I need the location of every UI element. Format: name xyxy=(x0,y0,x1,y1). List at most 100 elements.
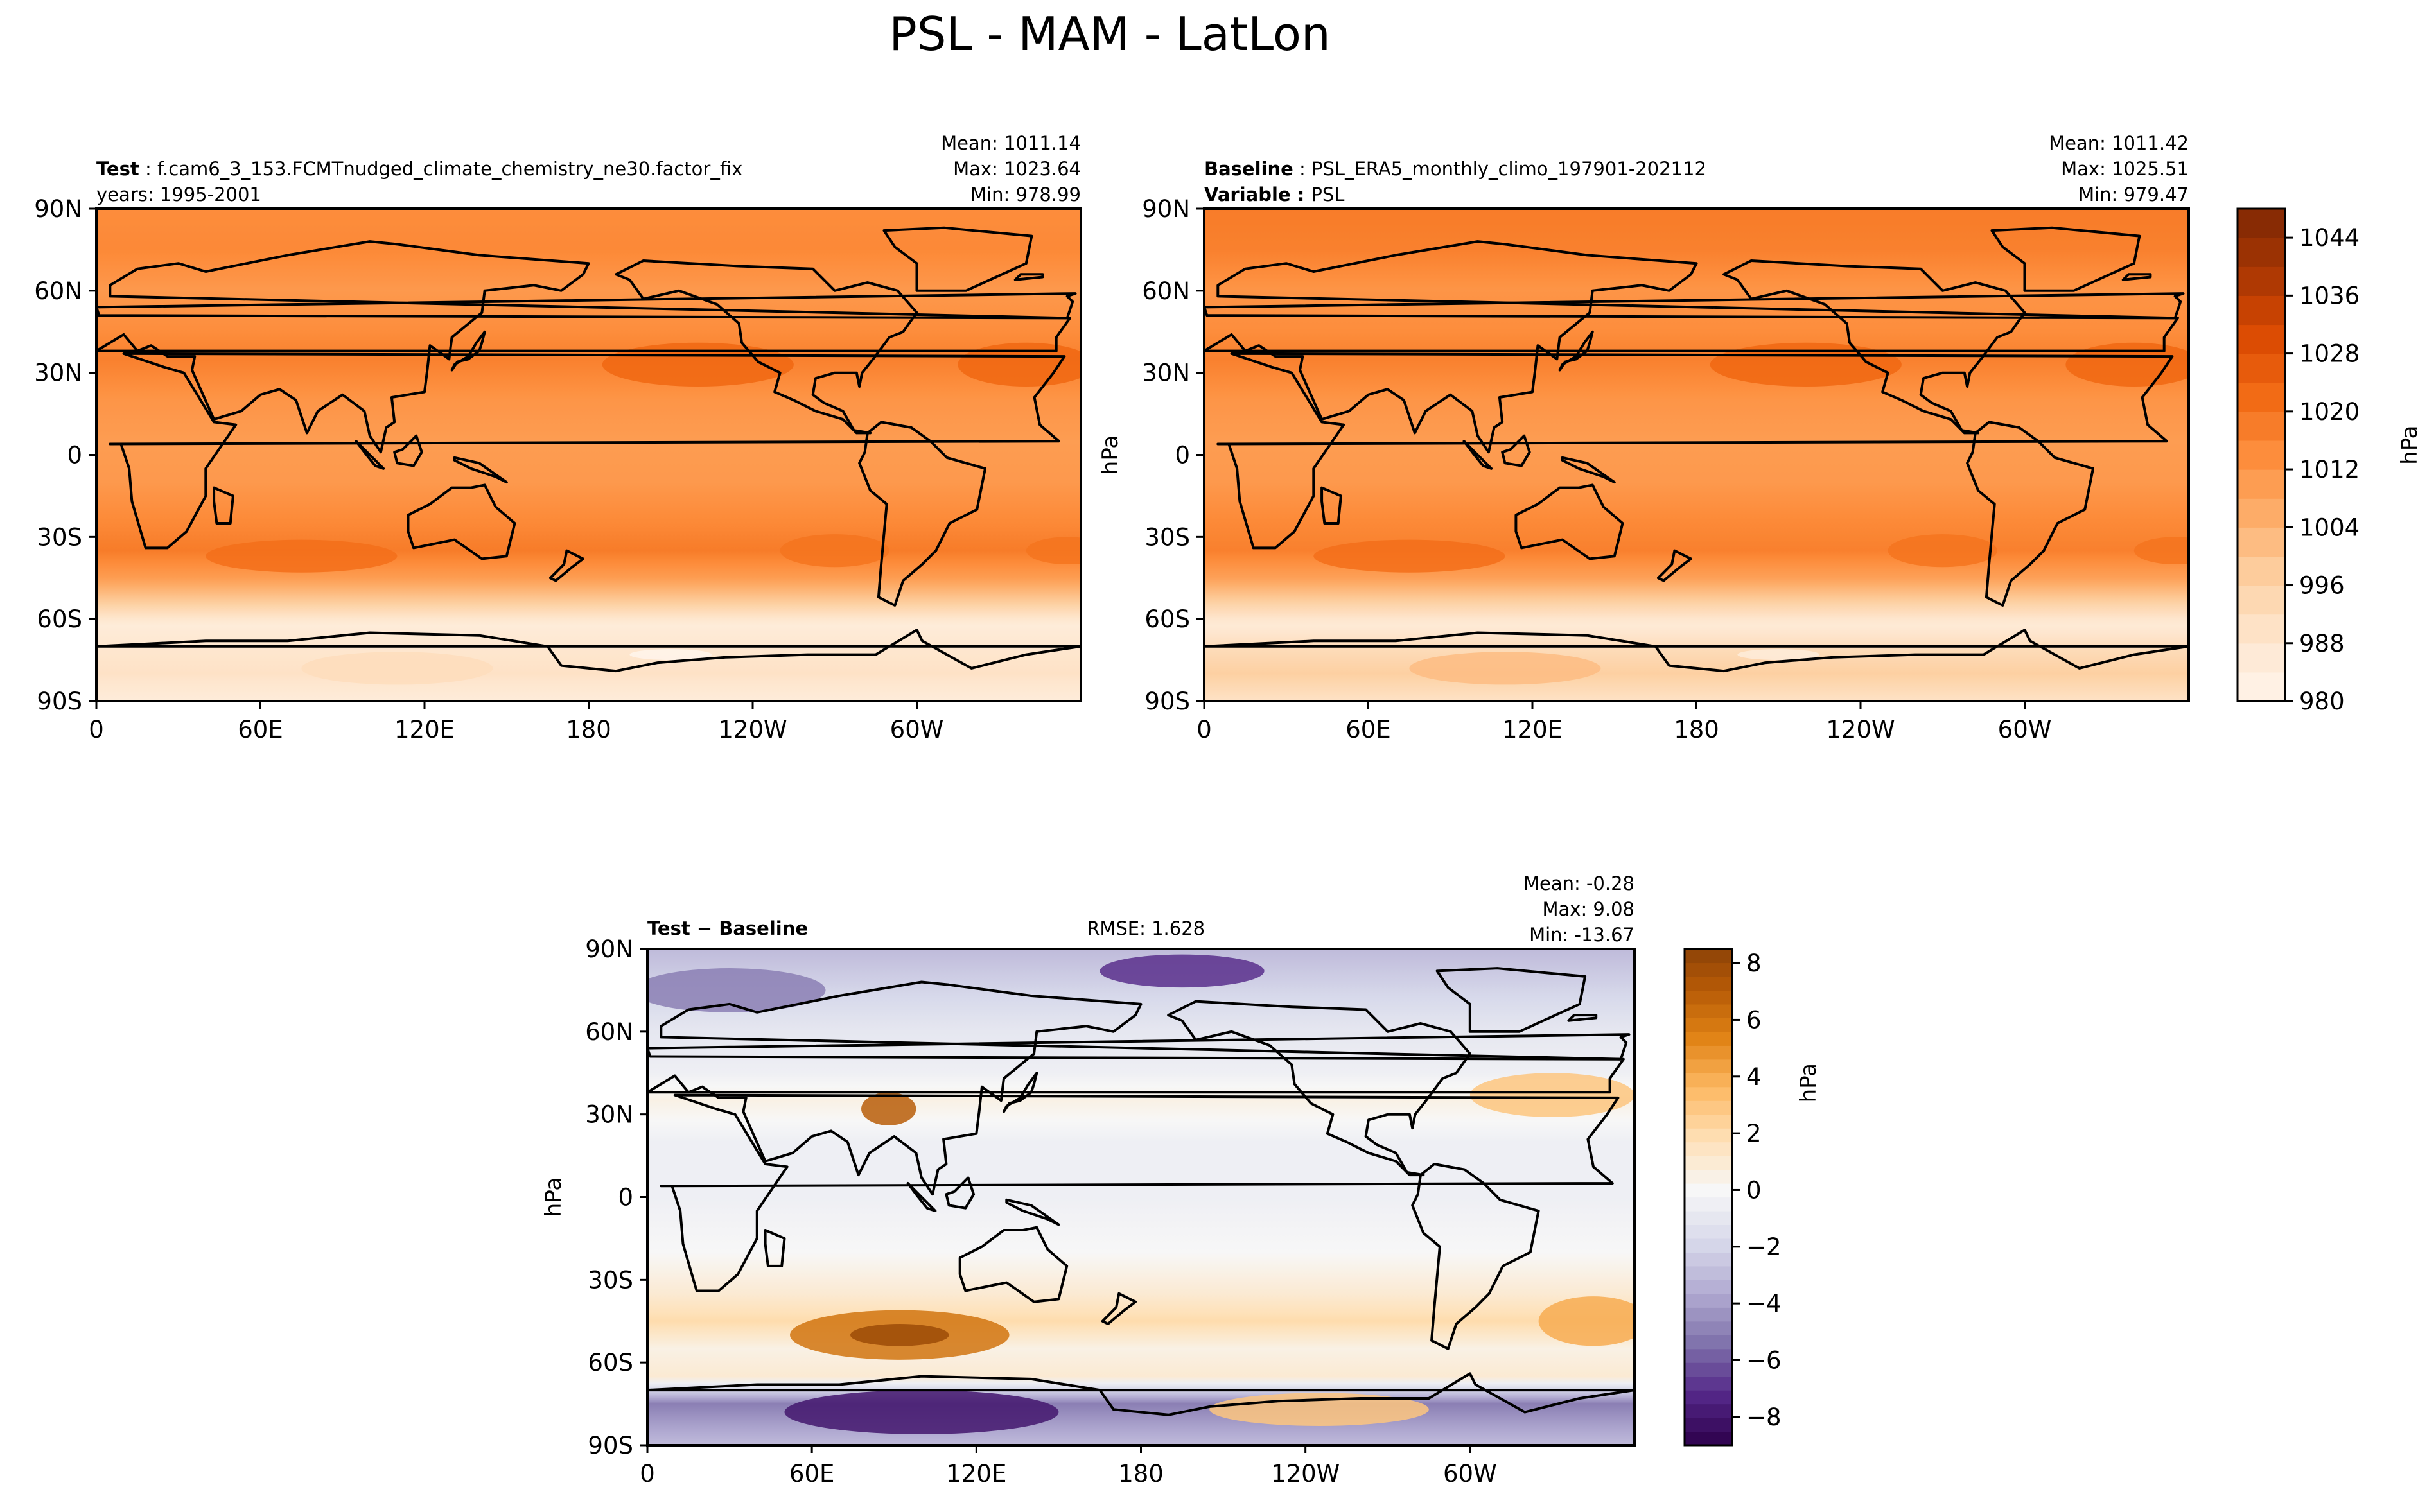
panel-subtitle-bold: Variable : xyxy=(1204,184,1311,205)
y-tick-label: 30N xyxy=(585,1101,633,1129)
coastline xyxy=(1204,629,2189,673)
colorbar-swatch xyxy=(2238,614,2285,644)
colorbar-swatch xyxy=(2238,643,2285,673)
coastline xyxy=(96,292,1077,320)
colorbar-swatch xyxy=(2238,585,2285,615)
coastline xyxy=(450,330,486,372)
y-axis-label: hPa xyxy=(541,1177,566,1217)
coastline xyxy=(764,1229,786,1267)
colorbar-swatch xyxy=(1685,1059,1732,1073)
coastline xyxy=(548,549,584,582)
y-tick-label: 90S xyxy=(37,688,82,715)
colorbar-swatch xyxy=(1685,1403,1732,1418)
colorbar-diff: 8 6 4 2 0 −2 −4 −6 −8 hPa xyxy=(1683,948,1821,1447)
field-feature xyxy=(1469,1073,1634,1117)
panel-title-bold: Test xyxy=(96,158,139,180)
panel-stat: Mean: 1011.14 xyxy=(941,132,1081,154)
x-tick-label: 60W xyxy=(1998,716,2052,743)
colorbar-tick-label: 1044 xyxy=(2299,224,2360,252)
panel-stat: Max: 1023.64 xyxy=(953,158,1081,180)
colorbar-swatch xyxy=(1685,1114,1732,1129)
y-tick-label: 0 xyxy=(618,1184,633,1212)
colorbar-tick-label: 980 xyxy=(2299,688,2345,715)
field-feature xyxy=(1710,342,1902,387)
colorbar-swatch xyxy=(1685,1238,1732,1253)
y-tick-label: 30S xyxy=(588,1266,633,1294)
colorbar-tick-label: −8 xyxy=(1746,1403,1782,1431)
colorbar-tick-label: 1036 xyxy=(2299,282,2360,309)
colorbar-swatch xyxy=(2238,382,2285,412)
y-tick-label: 0 xyxy=(67,442,82,469)
colorbar-swatch xyxy=(1685,1265,1732,1280)
coastline xyxy=(453,456,508,484)
field-feature xyxy=(206,539,398,573)
coastline xyxy=(1204,240,2179,454)
field-feature xyxy=(1313,539,1505,573)
panel-center-text: RMSE: 1.628 xyxy=(1087,917,1205,939)
colorbar-swatch xyxy=(2238,672,2285,702)
coastline xyxy=(1966,421,2094,607)
colorbar-swatch xyxy=(1685,976,1732,991)
colorbar-swatch xyxy=(1685,1197,1732,1212)
coastline xyxy=(1567,1014,1598,1022)
colorbar-swatch xyxy=(1685,1224,1732,1239)
coastline xyxy=(407,483,516,560)
colorbar-swatch xyxy=(1685,1156,1732,1170)
coastline xyxy=(958,1226,1069,1303)
x-tick-label: 180 xyxy=(566,716,611,743)
colorbar-tick-label: 996 xyxy=(2299,572,2345,600)
colorbar-swatch xyxy=(2238,411,2285,441)
x-tick-label: 0 xyxy=(1196,716,1212,743)
x-tick-label: 180 xyxy=(1674,716,1719,743)
coastline xyxy=(647,1033,1631,1061)
x-tick-label: 120E xyxy=(946,1460,1006,1488)
coastline xyxy=(1101,1292,1137,1325)
colorbar-swatch xyxy=(2238,295,2285,326)
colorbar-swatch xyxy=(1685,1073,1732,1088)
panel-left-title: Test : f.cam6_3_153.FCMTnudged_climate_c… xyxy=(96,158,742,180)
coastline xyxy=(1411,1163,1540,1350)
colorbar-swatch xyxy=(1685,1418,1732,1432)
field-feature xyxy=(629,649,712,661)
map-area xyxy=(96,209,1081,701)
colorbar-swatch xyxy=(2238,209,2285,238)
colorbar-swatch xyxy=(1685,1280,1732,1294)
colorbar-frame xyxy=(2236,207,2286,702)
colorbar-swatch xyxy=(2238,238,2285,267)
coastline xyxy=(96,629,1081,673)
panel-title-text: : f.cam6_3_153.FCMTnudged_climate_chemis… xyxy=(139,158,743,180)
field-feature xyxy=(784,1390,1059,1434)
field-feature xyxy=(1026,537,1081,564)
colorbar-swatch xyxy=(1685,1169,1732,1184)
x-tick-label: 60E xyxy=(238,716,283,743)
map-area xyxy=(1204,209,2189,701)
colorbar-frame xyxy=(1683,948,1733,1447)
colorbar-swatch xyxy=(1685,1376,1732,1391)
y-tick-label: 60N xyxy=(1142,277,1190,305)
panel-stat: Max: 9.08 xyxy=(1542,898,1634,920)
colorbar-swatch xyxy=(1685,1128,1732,1143)
colorbar-swatch xyxy=(2238,527,2285,557)
panel-stat: Max: 1025.51 xyxy=(2061,158,2189,180)
coastline xyxy=(213,486,234,525)
x-tick-label: 120W xyxy=(718,716,787,743)
colorbar-swatch xyxy=(1685,962,1732,977)
colorbar-tick-label: 8 xyxy=(1746,950,1762,977)
panel-stat: Min: -13.67 xyxy=(1529,924,1634,946)
coastline xyxy=(660,1093,1620,1292)
field-feature xyxy=(861,1092,916,1125)
y-axis-label: hPa xyxy=(1098,435,1123,474)
coastline xyxy=(1656,549,1692,582)
x-tick-label: 120W xyxy=(1271,1460,1340,1488)
field-feature xyxy=(1100,954,1265,988)
y-tick-label: 60S xyxy=(37,605,82,633)
colorbar-swatch xyxy=(1685,1335,1732,1350)
colorbar-swatch xyxy=(2238,353,2285,383)
y-tick-label: 90N xyxy=(34,195,82,223)
colorbar-swatch xyxy=(2238,556,2285,586)
colorbar-swatch xyxy=(1685,949,1732,964)
colorbar-swatch xyxy=(2238,266,2285,296)
y-tick-label: 30S xyxy=(1144,523,1190,551)
field-feature xyxy=(2133,537,2189,564)
coastline xyxy=(1990,226,2141,292)
